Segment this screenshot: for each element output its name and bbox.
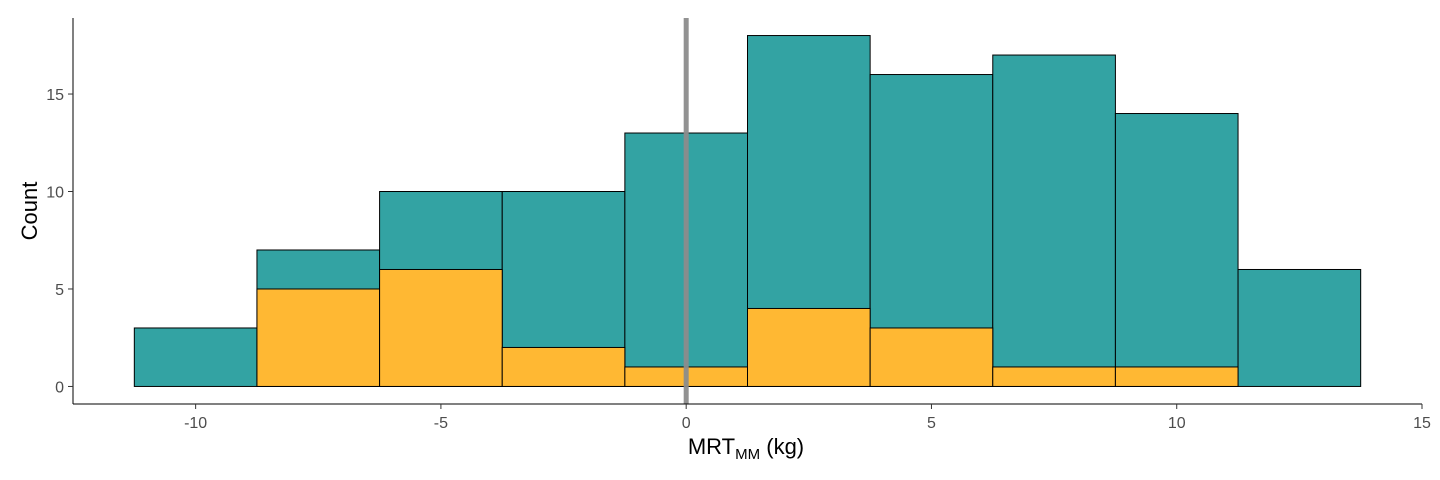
bar-highlighted-6 [869,327,994,387]
bar-highlighted-5 [747,307,871,387]
x-axis-title: MRTMM (kg) [688,434,804,463]
y-tick-label-10: 10 [46,185,64,202]
bar-highlighted-1 [256,288,381,387]
y-tick-label-0: 0 [55,379,64,396]
x-tick-label--10: -10 [184,415,207,432]
bar-total-8 [1114,113,1239,387]
y-tick-label-15: 15 [46,87,64,104]
x-tick-label-10: 10 [1168,415,1186,432]
bar-highlighted-3 [501,346,626,387]
bar-total-9 [1237,268,1362,387]
x-axis-title-unit: (kg) [760,434,804,459]
y-tick-label-5: 5 [55,282,64,299]
y-axis-ticks: 0 5 10 15 [46,87,73,396]
x-axis-title-main: MRT [688,434,735,459]
x-tick-label--5: -5 [434,415,448,432]
x-axis-ticks: -10 -5 0 5 10 15 [184,404,1431,432]
bar-total-7 [992,54,1116,387]
x-tick-label-15: 15 [1413,415,1431,432]
bar-highlighted-7 [992,366,1116,387]
highlighted-bars-layer [256,268,1239,387]
x-tick-label-5: 5 [927,415,936,432]
x-axis-title-subscript: MM [735,446,760,463]
bar-highlighted-8 [1114,366,1239,387]
x-tick-label-0: 0 [682,415,691,432]
y-axis-title: Count [17,182,42,241]
bar-highlighted-2 [379,268,503,387]
bar-total-0 [133,327,258,387]
